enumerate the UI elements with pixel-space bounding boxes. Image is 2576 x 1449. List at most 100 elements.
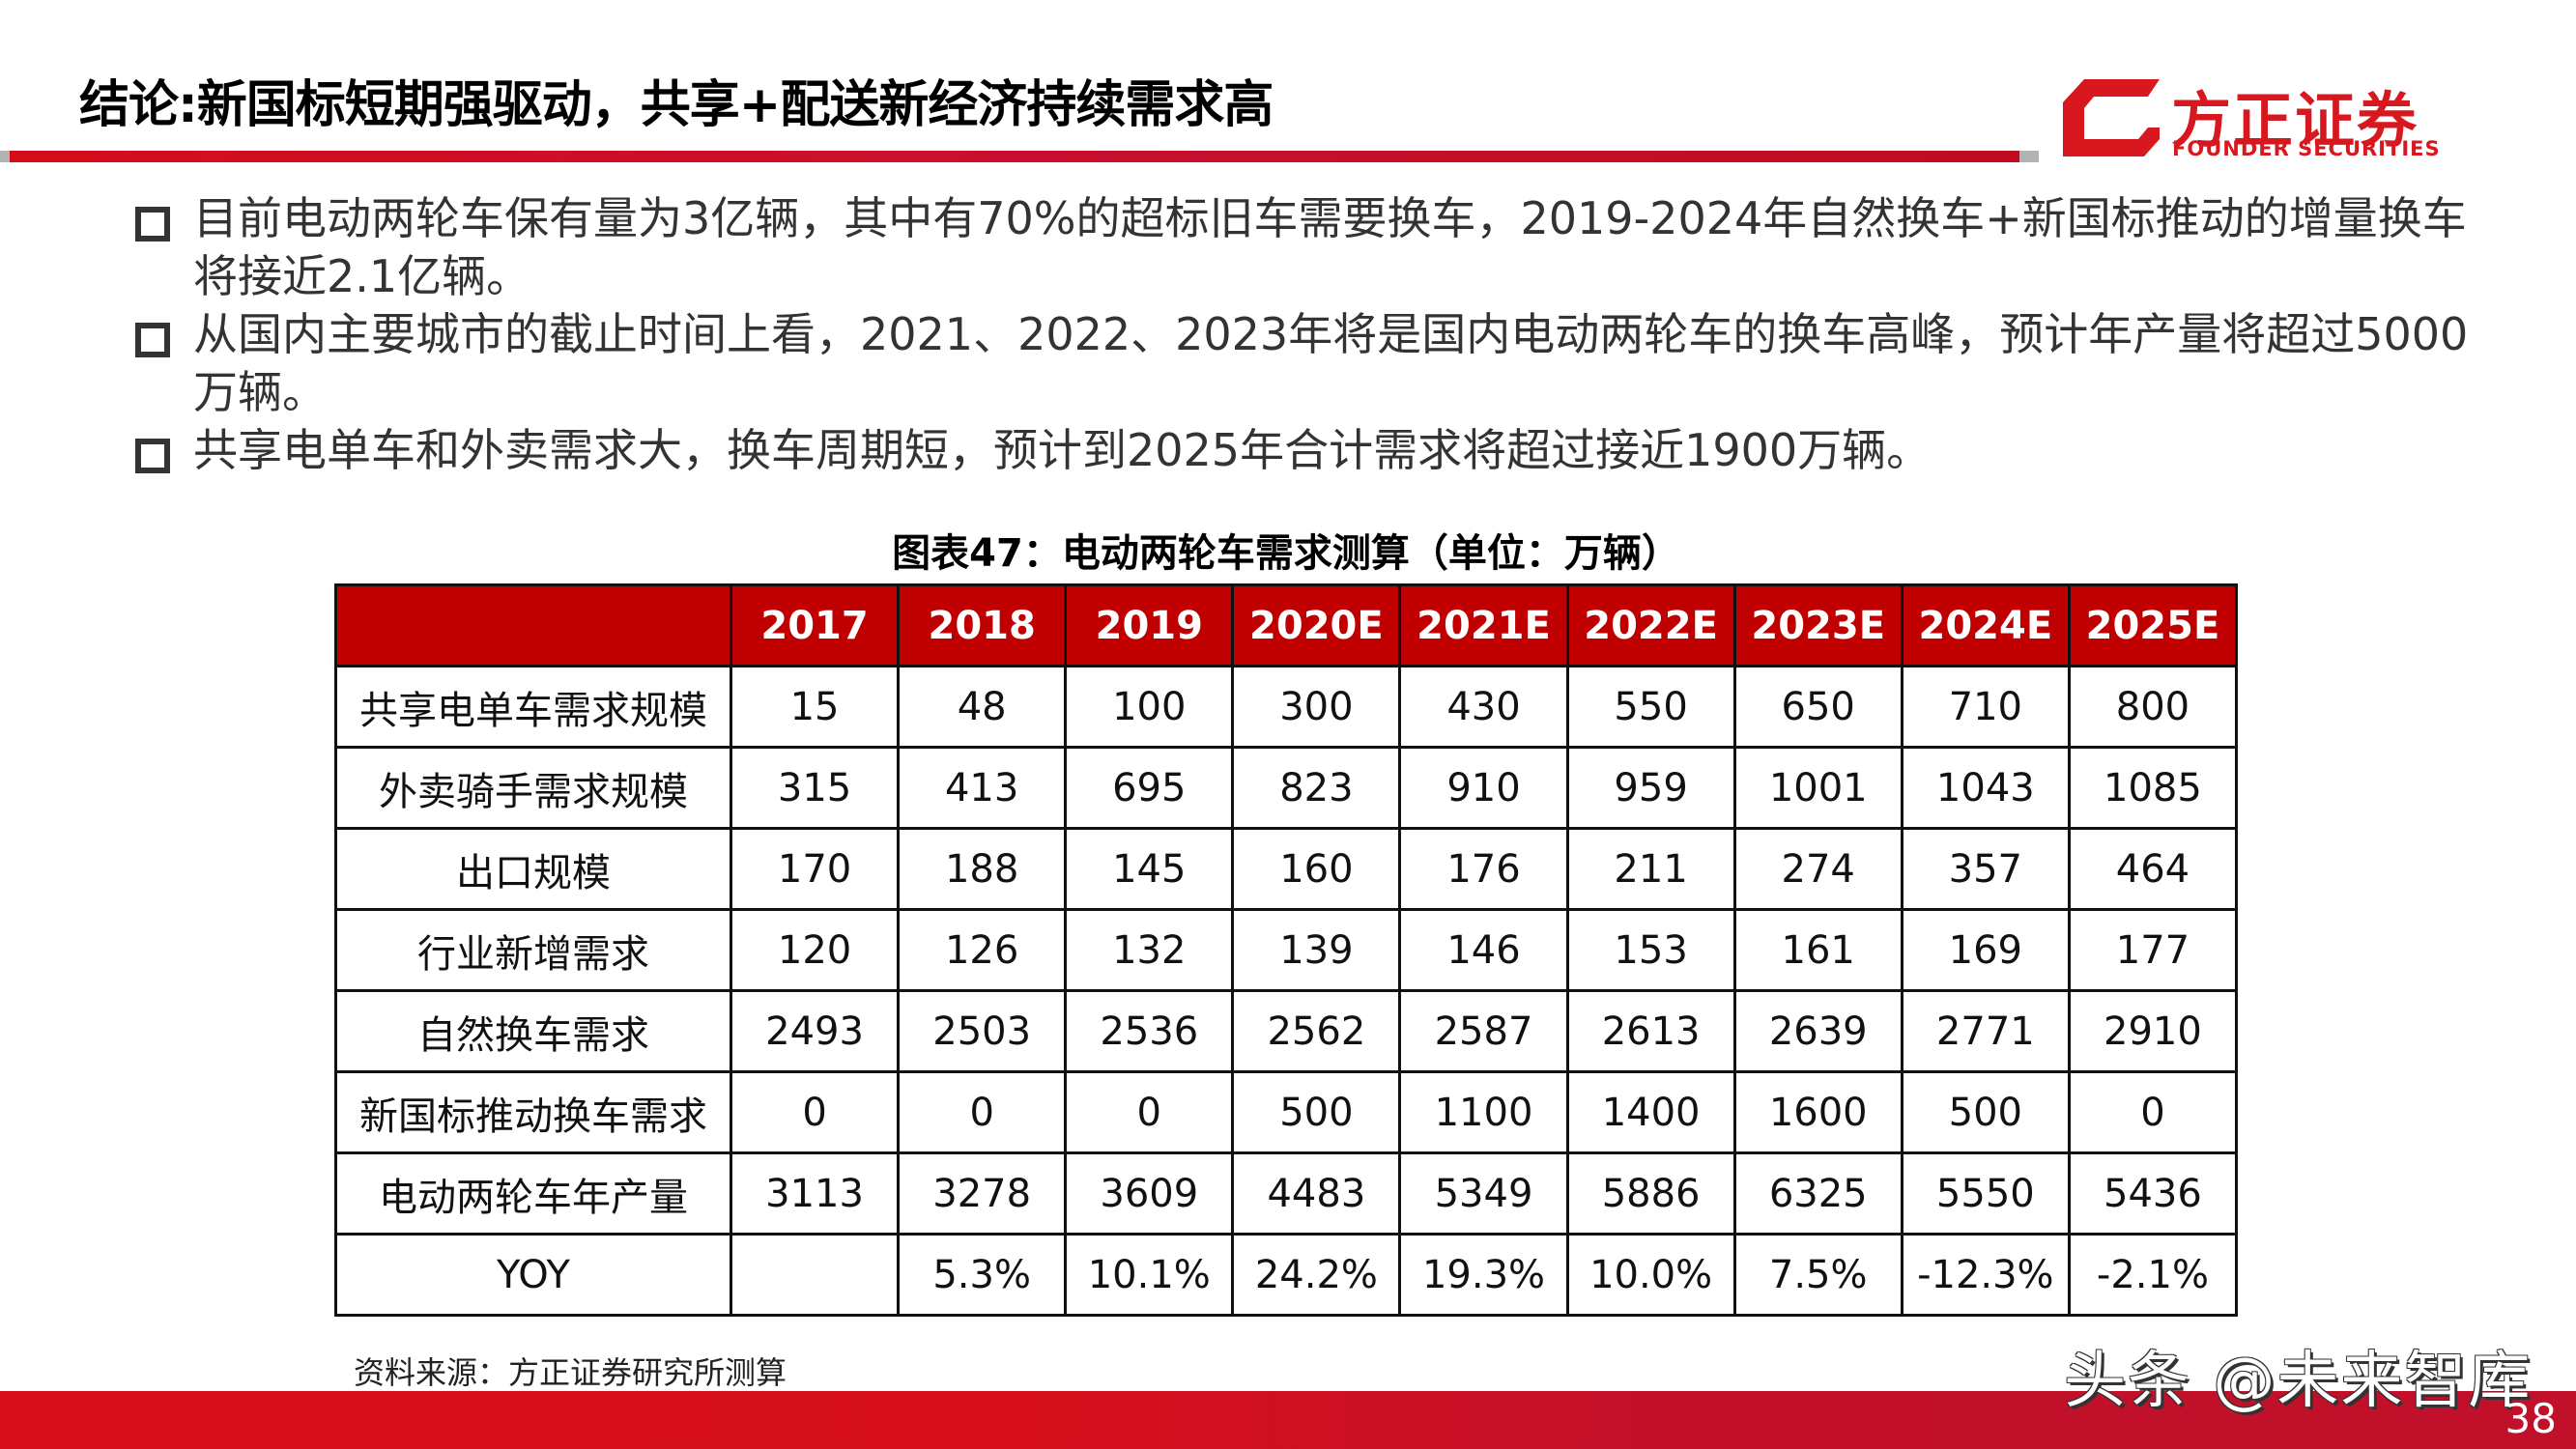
table-row: 外卖骑手需求规模 315 413 695 823 910 959 1001 1043 1085: [334, 746, 2239, 830]
bullet-text: 从国内主要城市的截止时间上看，2021、2022、2023年将是国内电动两轮车的…: [193, 308, 2469, 418]
table-cell: 315: [729, 746, 901, 830]
bullet-item: 共享电单车和外卖需求大，换车周期短，预计到2025年合计需求将超过接近1900万…: [135, 421, 2474, 479]
row-label: 行业新增需求: [334, 908, 732, 992]
watermark: 头条 @未来智库: [2064, 1346, 2533, 1417]
founder-logo-mark-icon: [2063, 79, 2160, 156]
table-cell: 139: [1231, 908, 1402, 992]
table-cell: 2771: [1900, 989, 2071, 1073]
table-cell: 161: [1732, 908, 1903, 992]
table-cell: 211: [1565, 827, 1736, 911]
hollow-square-bullet-icon: [135, 439, 170, 473]
table-cell: 550: [1565, 665, 1736, 749]
bullet-text: 共享电单车和外卖需求大，换车周期短，预计到2025年合计需求将超过接近1900万…: [193, 424, 1932, 476]
table-row: 自然换车需求 2493 2503 2536 2562 2587 2613 2639 2771 29…: [334, 989, 2239, 1073]
table-cell: -12.3%: [1900, 1233, 2071, 1317]
table-cell: 710: [1900, 665, 2071, 749]
logo-name-cn: 方正证券: [2171, 85, 2419, 156]
table-cell: 0: [2067, 1070, 2239, 1154]
table-cell: 160: [1231, 827, 1402, 911]
column-header: 2023E: [1732, 583, 1903, 668]
table-cell: 1043: [1900, 746, 2071, 830]
table-cell: 3278: [897, 1151, 1068, 1236]
table-cell: 2910: [2067, 989, 2239, 1073]
column-header: 2022E: [1565, 583, 1736, 668]
column-header: 2024E: [1900, 583, 2071, 668]
hollow-square-bullet-icon: [135, 323, 170, 357]
table-cell: 24.2%: [1231, 1233, 1402, 1317]
table-cell: 2503: [897, 989, 1068, 1073]
row-label: 电动两轮车年产量: [334, 1151, 732, 1236]
table-cell: 3609: [1064, 1151, 1235, 1236]
column-header: 2019: [1064, 583, 1235, 668]
table-cell: 274: [1732, 827, 1903, 911]
table-row: 出口规模 170 188 145 160 176 211 274 357 464: [334, 827, 2239, 911]
table-cell: 10.0%: [1565, 1233, 1736, 1317]
table-cell: 48: [897, 665, 1068, 749]
table-cell: 2639: [1732, 989, 1903, 1073]
table-cell: 0: [1064, 1070, 1235, 1154]
title-rule-left-cap: [0, 151, 10, 162]
row-label: 自然换车需求: [334, 989, 732, 1073]
row-label: YOY: [334, 1233, 732, 1317]
column-header: [334, 583, 732, 668]
table-cell: 7.5%: [1732, 1233, 1903, 1317]
table-cell: 126: [897, 908, 1068, 992]
table-cell: 413: [897, 746, 1068, 830]
bullet-item: 目前电动两轮车保有量为3亿辆，其中有70%的超标旧车需要换车，2019-2024…: [135, 189, 2474, 305]
table-cell: 1100: [1398, 1070, 1569, 1154]
table-cell: 5886: [1565, 1151, 1736, 1236]
logo-name-en: FOUNDER SECURITIES: [2172, 137, 2441, 160]
table-cell: 4483: [1231, 1151, 1402, 1236]
table-cell: 500: [1231, 1070, 1402, 1154]
footer-bar: [0, 1391, 2576, 1449]
column-header: 2020E: [1231, 583, 1402, 668]
table-cell: [729, 1233, 901, 1317]
table-cell: 169: [1900, 908, 2071, 992]
table-cell: 153: [1565, 908, 1736, 992]
hollow-square-bullet-icon: [135, 207, 170, 242]
table-cell: 5.3%: [897, 1233, 1068, 1317]
table-cell: 2536: [1064, 989, 1235, 1073]
table-cell: 100: [1064, 665, 1235, 749]
table-caption: 图表47：电动两轮车需求测算（单位：万辆）: [892, 531, 1680, 576]
table-cell: 2562: [1231, 989, 1402, 1073]
bullet-item: 从国内主要城市的截止时间上看，2021、2022、2023年将是国内电动两轮车的…: [135, 305, 2474, 421]
table-cell: 959: [1565, 746, 1736, 830]
table-cell: 177: [2067, 908, 2239, 992]
table-cell: 145: [1064, 827, 1235, 911]
table-cell: 823: [1231, 746, 1402, 830]
column-header: 2025E: [2067, 583, 2239, 668]
table-cell: 5550: [1900, 1151, 2071, 1236]
table-cell: 464: [2067, 827, 2239, 911]
bullet-list: 目前电动两轮车保有量为3亿辆，其中有70%的超标旧车需要换车，2019-2024…: [135, 189, 2474, 479]
table-cell: 430: [1398, 665, 1569, 749]
table-cell: 695: [1064, 746, 1235, 830]
column-header: 2018: [897, 583, 1068, 668]
source-note: 资料来源：方正证券研究所测算: [354, 1354, 787, 1391]
table-cell: 132: [1064, 908, 1235, 992]
table-row: 行业新增需求 120 126 132 139 146 153 161 169 177: [334, 908, 2239, 992]
founder-securities-logo: 方正证券 FOUNDER SECURITIES: [2063, 75, 2488, 162]
table-cell: 176: [1398, 827, 1569, 911]
table-cell: 6325: [1732, 1151, 1903, 1236]
row-label: 共享电单车需求规模: [334, 665, 732, 749]
table-cell: 500: [1900, 1070, 2071, 1154]
title-rule: [10, 151, 2019, 162]
column-header: 2017: [729, 583, 901, 668]
slide-title: 结论:新国标短期强驱动，共享+配送新经济持续需求高: [79, 76, 1274, 134]
column-header: 2021E: [1398, 583, 1569, 668]
table-cell: 5436: [2067, 1151, 2239, 1236]
table-cell: 10.1%: [1064, 1233, 1235, 1317]
table-header-row: 2017 2018 2019 2020E 2021E 2022E 2023E 2…: [334, 583, 2239, 668]
table-cell: 188: [897, 827, 1068, 911]
table-cell: 170: [729, 827, 901, 911]
table-cell: 2613: [1565, 989, 1736, 1073]
table-cell: 146: [1398, 908, 1569, 992]
table-row: 新国标推动换车需求 0 0 0 500 1100 1400 1600 500 0: [334, 1070, 2239, 1154]
table-cell: 2587: [1398, 989, 1569, 1073]
table-cell: -2.1%: [2067, 1233, 2239, 1317]
table-cell: 19.3%: [1398, 1233, 1569, 1317]
table-cell: 120: [729, 908, 901, 992]
table-cell: 650: [1732, 665, 1903, 749]
table-row: 电动两轮车年产量 3113 3278 3609 4483 5349 5886 6325 5550…: [334, 1151, 2239, 1236]
